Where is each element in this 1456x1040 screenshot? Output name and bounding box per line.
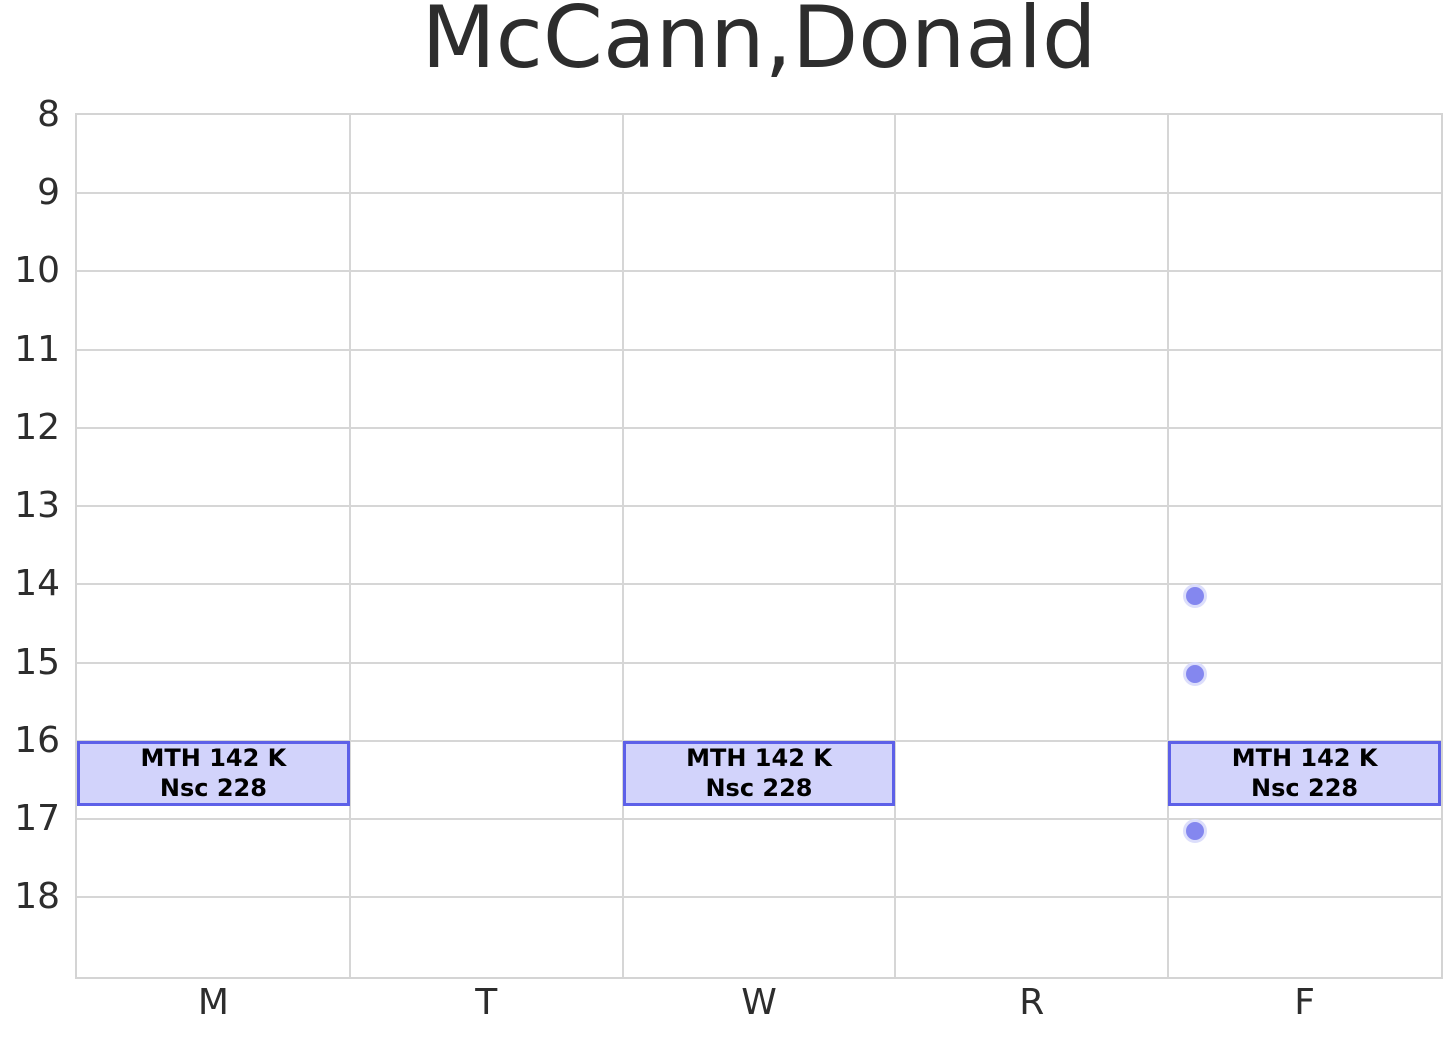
event-label-line-2: Nsc 228 bbox=[159, 774, 267, 803]
gridline-hour-14 bbox=[77, 583, 1441, 586]
gridline-hour-11 bbox=[77, 348, 1441, 351]
gridline-hour-13 bbox=[77, 505, 1441, 508]
y-tick-label-16: 16 bbox=[14, 719, 60, 761]
event-box-W: MTH 142 K Nsc 228 bbox=[622, 740, 896, 806]
x-tick-label-W: W bbox=[741, 982, 777, 1023]
y-tick-label-15: 15 bbox=[14, 641, 60, 683]
gridline-hour-12 bbox=[77, 426, 1441, 429]
event-label-line-2: Nsc 228 bbox=[1251, 774, 1359, 803]
gridline-day-boundary-3 bbox=[894, 115, 897, 977]
x-tick-label-M: M bbox=[197, 982, 229, 1023]
x-tick-label-F: F bbox=[1294, 982, 1315, 1023]
y-tick-label-9: 9 bbox=[37, 172, 60, 214]
y-tick-label-13: 13 bbox=[14, 485, 60, 527]
y-tick-label-12: 12 bbox=[14, 406, 60, 448]
gridline-hour-17 bbox=[77, 817, 1441, 820]
schedule-dot-2 bbox=[1183, 662, 1208, 687]
gridline-day-boundary-2 bbox=[621, 115, 624, 977]
schedule-dot-3 bbox=[1183, 818, 1208, 843]
event-box-M: MTH 142 K Nsc 228 bbox=[77, 740, 350, 806]
schedule-dot-1 bbox=[1183, 584, 1208, 609]
plot-area: MTH 142 K Nsc 228 MTH 142 K Nsc 228 MTH 142 … bbox=[75, 113, 1443, 979]
gridline-hour-9 bbox=[77, 192, 1441, 195]
gridline-hour-18 bbox=[77, 896, 1441, 899]
gridline-hour-15 bbox=[77, 661, 1441, 664]
y-tick-label-8: 8 bbox=[37, 94, 60, 135]
x-tick-label-T: T bbox=[475, 982, 498, 1023]
y-tick-label-11: 11 bbox=[14, 328, 60, 370]
event-label-line-1: MTH 142 K bbox=[686, 744, 832, 773]
y-tick-label-18: 18 bbox=[14, 876, 60, 918]
gridline-day-boundary-1 bbox=[348, 115, 351, 977]
gridline-hour-10 bbox=[77, 270, 1441, 273]
event-box-F: MTH 142 K Nsc 228 bbox=[1168, 740, 1441, 806]
gridline-day-boundary-4 bbox=[1167, 115, 1170, 977]
y-tick-label-14: 14 bbox=[14, 563, 60, 605]
y-tick-label-10: 10 bbox=[14, 250, 60, 292]
event-label-line-2: Nsc 228 bbox=[705, 774, 813, 803]
chart-title: McCann,Donald bbox=[421, 0, 1097, 88]
event-label-line-1: MTH 142 K bbox=[1231, 744, 1378, 773]
y-tick-label-17: 17 bbox=[14, 797, 60, 839]
x-tick-label-R: R bbox=[1019, 982, 1045, 1023]
event-label-line-1: MTH 142 K bbox=[140, 744, 287, 773]
